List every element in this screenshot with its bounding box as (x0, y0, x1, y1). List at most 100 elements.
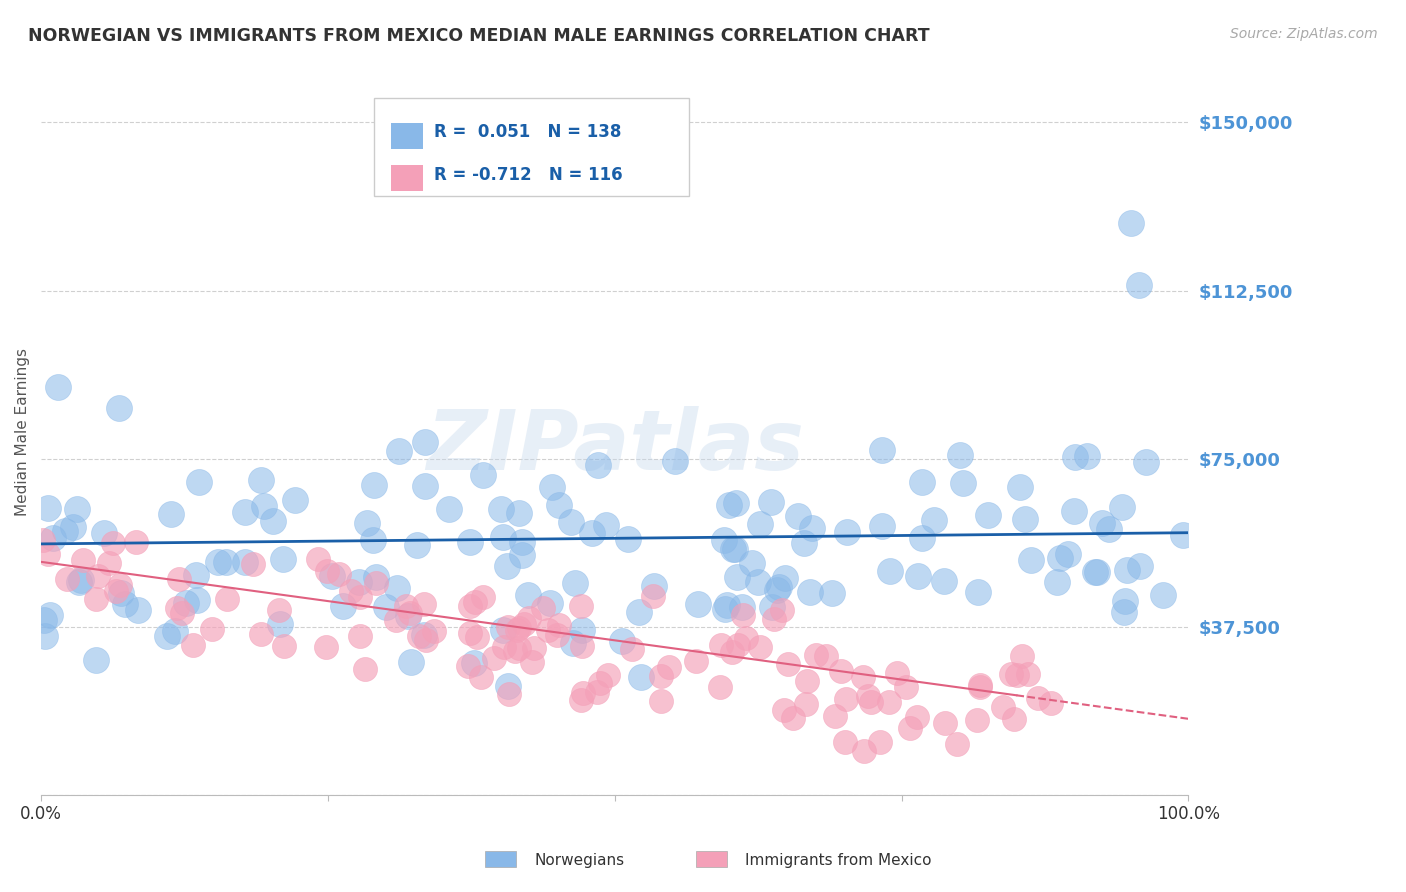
Point (163, 624, 186, 638)
Point (773, 703, 796, 717)
Point (768, 580, 790, 594)
Point (741, 557, 763, 571)
Point (423, 624, 446, 638)
Text: Norwegians: Norwegians (534, 854, 624, 868)
Point (503, 643, 526, 657)
Point (84, 592, 107, 607)
Point (273, 639, 295, 653)
Point (686, 597, 709, 611)
Point (396, 609, 419, 624)
Point (508, 641, 530, 656)
Text: Source: ZipAtlas.com: Source: ZipAtlas.com (1230, 27, 1378, 41)
Point (1019, 552, 1042, 566)
Point (725, 496, 748, 510)
Point (470, 670, 492, 684)
Point (394, 599, 416, 613)
Point (46, 380, 69, 394)
Point (508, 506, 530, 520)
Point (727, 638, 749, 652)
Text: R =  0.051   N = 138: R = 0.051 N = 138 (433, 123, 621, 141)
Point (172, 606, 194, 620)
Point (617, 533, 640, 547)
Point (641, 590, 664, 604)
Point (966, 585, 988, 599)
Point (778, 657, 800, 671)
Point (315, 564, 337, 578)
Point (560, 516, 582, 530)
Point (537, 623, 560, 637)
Point (1152, 588, 1174, 602)
Point (412, 598, 434, 612)
Point (31, 533, 53, 548)
Point (548, 498, 571, 512)
Point (1135, 455, 1157, 469)
Point (934, 715, 956, 730)
Point (498, 687, 520, 701)
Point (86, 652, 108, 666)
Point (830, 665, 852, 679)
Point (516, 588, 538, 602)
Point (349, 629, 371, 643)
Point (1056, 547, 1078, 561)
Point (571, 640, 593, 654)
Text: Immigrants from Mexico: Immigrants from Mexico (745, 854, 932, 868)
Point (1098, 522, 1121, 536)
Point (37, 547, 59, 561)
Point (328, 566, 350, 581)
Point (125, 535, 148, 549)
Point (413, 628, 436, 642)
Point (538, 596, 561, 610)
Point (283, 492, 305, 507)
Point (761, 599, 783, 614)
Point (1063, 504, 1085, 518)
Text: NORWEGIAN VS IMMIGRANTS FROM MEXICO MEDIAN MALE EARNINGS CORRELATION CHART: NORWEGIAN VS IMMIGRANTS FROM MEXICO MEDI… (28, 27, 929, 45)
Point (510, 549, 533, 563)
Point (595, 518, 617, 533)
Text: ZIPatlas: ZIPatlas (426, 406, 804, 487)
Point (852, 670, 875, 684)
Point (32, 613, 55, 627)
Point (385, 581, 408, 595)
Point (991, 700, 1014, 714)
Point (262, 514, 284, 528)
Point (34, 630, 56, 644)
Point (160, 507, 183, 521)
Point (496, 679, 519, 693)
Point (759, 495, 782, 509)
Point (250, 473, 273, 487)
Point (201, 623, 224, 637)
Point (465, 630, 488, 644)
Point (496, 559, 519, 574)
Point (924, 513, 946, 527)
Point (949, 449, 972, 463)
Point (749, 516, 772, 531)
Point (1008, 480, 1031, 494)
Point (872, 442, 894, 457)
Point (458, 626, 481, 640)
Point (766, 582, 789, 597)
Point (852, 744, 875, 758)
Point (650, 669, 672, 683)
Point (110, 585, 132, 599)
Point (976, 508, 998, 522)
Point (1063, 450, 1085, 465)
Point (969, 680, 991, 694)
Point (731, 607, 754, 622)
Point (815, 649, 838, 664)
Point (1091, 516, 1114, 530)
Point (1114, 605, 1136, 619)
Point (896, 680, 918, 694)
Point (506, 624, 529, 638)
Point (911, 475, 934, 490)
Y-axis label: Median Male Earnings: Median Male Earnings (15, 348, 30, 516)
Point (946, 737, 969, 751)
Point (966, 714, 988, 728)
Point (347, 574, 370, 589)
Point (586, 458, 609, 473)
Point (1076, 450, 1098, 464)
Point (492, 623, 515, 637)
Point (207, 555, 229, 569)
Point (856, 689, 879, 703)
Point (1017, 667, 1039, 681)
Point (167, 572, 190, 586)
